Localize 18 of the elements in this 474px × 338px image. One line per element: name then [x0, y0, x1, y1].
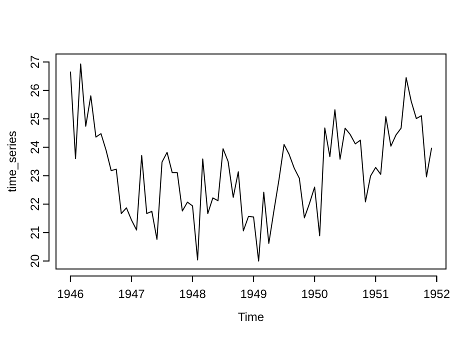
x-tick-label: 1949 — [240, 287, 268, 302]
y-tick-label: 24 — [28, 140, 42, 154]
y-tick-label: 20 — [28, 254, 42, 268]
y-axis-title: time_series — [5, 130, 19, 192]
line-series — [70, 63, 432, 262]
y-tick-label: 27 — [28, 54, 42, 69]
y-tick-label: 22 — [28, 197, 42, 211]
y-tick-label: 23 — [28, 168, 42, 182]
x-tick-label: 1950 — [301, 287, 328, 302]
y-tick-label: 21 — [28, 226, 42, 240]
x-tick-label: 1951 — [362, 287, 390, 302]
y-tick-label: 26 — [28, 83, 42, 98]
x-axis-title: Time — [238, 310, 264, 324]
x-tick-label: 1947 — [118, 287, 146, 302]
y-tick-label: 25 — [28, 112, 42, 126]
x-tick-label: 1952 — [423, 287, 450, 302]
x-tick-label: 1948 — [179, 287, 206, 302]
x-tick-label: 1946 — [57, 287, 84, 302]
